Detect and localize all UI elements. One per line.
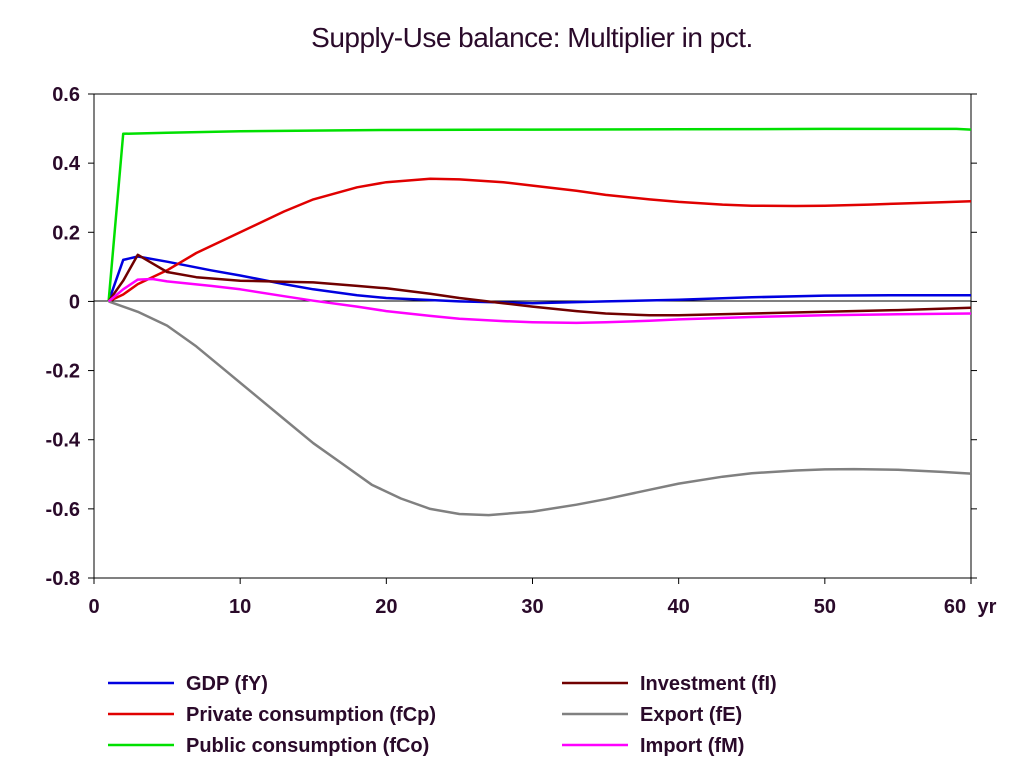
x-tick-label: 40 bbox=[668, 596, 690, 618]
series-line-1 bbox=[108, 177, 972, 303]
series-line-0 bbox=[107, 255, 971, 305]
x-tick-label: 0 bbox=[88, 596, 99, 618]
x-tick-label: 30 bbox=[521, 596, 543, 618]
y-tick-label: 0 bbox=[69, 291, 80, 313]
legend-label: Import (fM) bbox=[640, 735, 744, 757]
legend-label: Private consumption (fCp) bbox=[186, 704, 436, 726]
y-tick-label: -0.6 bbox=[46, 499, 80, 521]
x-tick-label: 20 bbox=[375, 596, 397, 618]
y-axis: 0.6 0.4 0.2 0 -0.2 -0.4 -0.6 -0.8 bbox=[46, 84, 977, 590]
series-line-3 bbox=[107, 253, 972, 317]
legend-label: Investment (fI) bbox=[640, 673, 777, 695]
series-line-5 bbox=[107, 277, 972, 325]
y-tick-label: -0.4 bbox=[46, 430, 81, 452]
x-tick-label: 10 bbox=[229, 596, 251, 618]
legend-label: Export (fE) bbox=[640, 704, 742, 726]
x-axis: 0 10 20 30 40 50 60 yr bbox=[88, 578, 997, 618]
chart-title: Supply-Use balance: Multiplier in pct. bbox=[311, 22, 753, 53]
x-tick-label: 60 bbox=[944, 596, 966, 618]
x-tick-label: 50 bbox=[814, 596, 836, 618]
legend-label: GDP (fY) bbox=[186, 673, 268, 695]
y-tick-label: 0.4 bbox=[52, 153, 81, 175]
y-tick-label: 0.2 bbox=[52, 222, 80, 244]
plot-frame bbox=[93, 93, 972, 579]
series-lines bbox=[107, 127, 972, 517]
y-tick-label: 0.6 bbox=[52, 84, 80, 106]
legend-label: Public consumption (fCo) bbox=[186, 735, 429, 757]
legend: GDP (fY) Private consumption (fCp) Public … bbox=[108, 673, 777, 757]
y-tick-label: -0.8 bbox=[46, 568, 80, 590]
series-line-4 bbox=[108, 300, 972, 517]
series-line-2 bbox=[107, 127, 972, 302]
y-tick-label: -0.2 bbox=[46, 361, 80, 383]
x-unit-label: yr bbox=[978, 596, 997, 618]
